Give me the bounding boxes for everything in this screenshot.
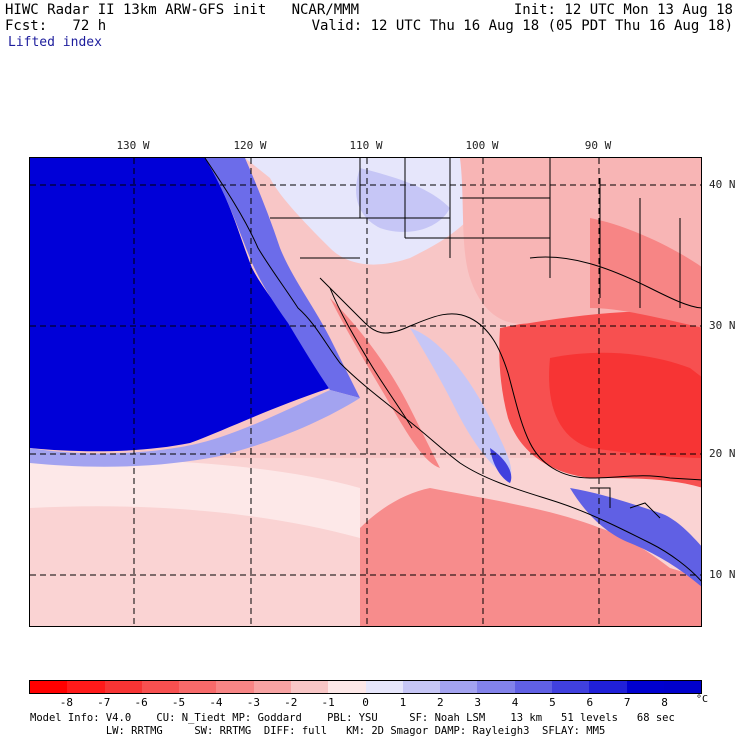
lon-label-110w: 110 W [349,139,383,152]
graticule [30,158,701,626]
colorbar-swatch [30,681,68,693]
pale-band [30,458,360,538]
colorbar-tick-label: -8 [59,696,73,709]
colorbar-swatch [663,681,702,693]
colorbar-swatch [290,681,329,693]
lifted-index-map [29,157,702,627]
sierra-madre [330,298,440,468]
colorbar-tick-label: -5 [171,696,186,709]
colorbar-swatch [477,681,515,693]
colorbar-tick-label: 0 [362,696,369,709]
colorbar-tick-label: 7 [623,696,631,709]
colorbar-swatch [253,681,291,693]
lon-label-120w: 120 W [233,139,267,152]
colorbar-tick-label: -3 [246,696,260,709]
colorbar-swatch [141,681,180,693]
lon-label-100w: 100 W [465,139,499,152]
rockies-stable [356,168,450,232]
central-america-borders [590,487,661,519]
colorbar-swatch [179,681,217,693]
pacific-edge [30,390,360,467]
lat-label-30n: 30 N [709,319,736,332]
colorbar-swatch [514,681,552,693]
header-valid-time: Valid: 12 UTC Thu 16 Aug 18 (05 PDT Thu … [311,18,733,34]
colorbar [29,680,702,694]
state-borders [270,158,681,308]
colorbar-tick-label: 8 [661,696,668,709]
colorbar-tick-label: 3 [474,696,481,709]
colorbar-tick-label: -1 [321,696,335,709]
map-canvas [30,158,701,626]
central-america-stable [570,488,701,587]
boundaries [204,158,701,582]
mexican-plateau [410,328,512,478]
colorbar-swatch [402,681,441,693]
colorbar-swatch [104,681,142,693]
colorbar-unit: °C [696,694,709,705]
field-name: Lifted index [8,35,102,50]
colorbar-tick-label: -7 [97,696,111,709]
baja-california [329,287,413,429]
colorbar-tick-label: 5 [549,696,556,709]
us-mexico-gulf-border [319,277,701,481]
colorbar-swatch [626,681,664,693]
lat-label-40n: 40 N [709,178,736,191]
southeast-us [590,218,701,328]
header-forecast-hour: Fcst: 72 h [5,18,107,34]
footer-line1: Model Info: V4.0 CU: N_Tiedt MP: Goddard… [30,712,675,724]
mexican-pacific [360,488,701,626]
colorbar-swatch [67,681,105,693]
colorbar-tick-label: -2 [284,696,298,709]
footer-line2: LW: RRTMG SW: RRTMG DIFF: full KM: 2D Sm… [30,725,606,737]
colorbar-swatch [216,681,254,693]
lat-label-10n: 10 N [709,568,736,581]
header-line1-left: HIWC Radar II 13km ARW-GFS init NCAR/MMM [5,2,360,18]
colorbar-tick-label: 2 [436,696,444,709]
pacific-gradient [205,158,360,398]
pacific-coastline [204,158,701,582]
colorbar-tick-label: -6 [134,696,148,709]
colorbar-swatch [589,681,627,693]
colorbar-tick-label: -4 [209,696,223,709]
lon-label-130w: 130 W [116,139,150,152]
header-init-time: Init: 12 UTC Mon 13 Aug 18 [513,2,733,18]
pacific-stable-region [30,158,330,452]
colorbar-swatch [328,681,366,693]
gulf-core [549,352,701,458]
colorbar-tick-label: 1 [399,696,407,709]
lat-label-20n: 20 N [709,447,736,460]
colorbar-swatch [440,681,478,693]
colorbar-swatch [365,681,403,693]
colorbar-tick-label: 6 [586,696,594,709]
plateau-core [490,448,512,483]
colorbar-tick-label: 4 [511,696,519,709]
colorbar-swatch [551,681,590,693]
lon-label-90w: 90 W [584,139,612,152]
